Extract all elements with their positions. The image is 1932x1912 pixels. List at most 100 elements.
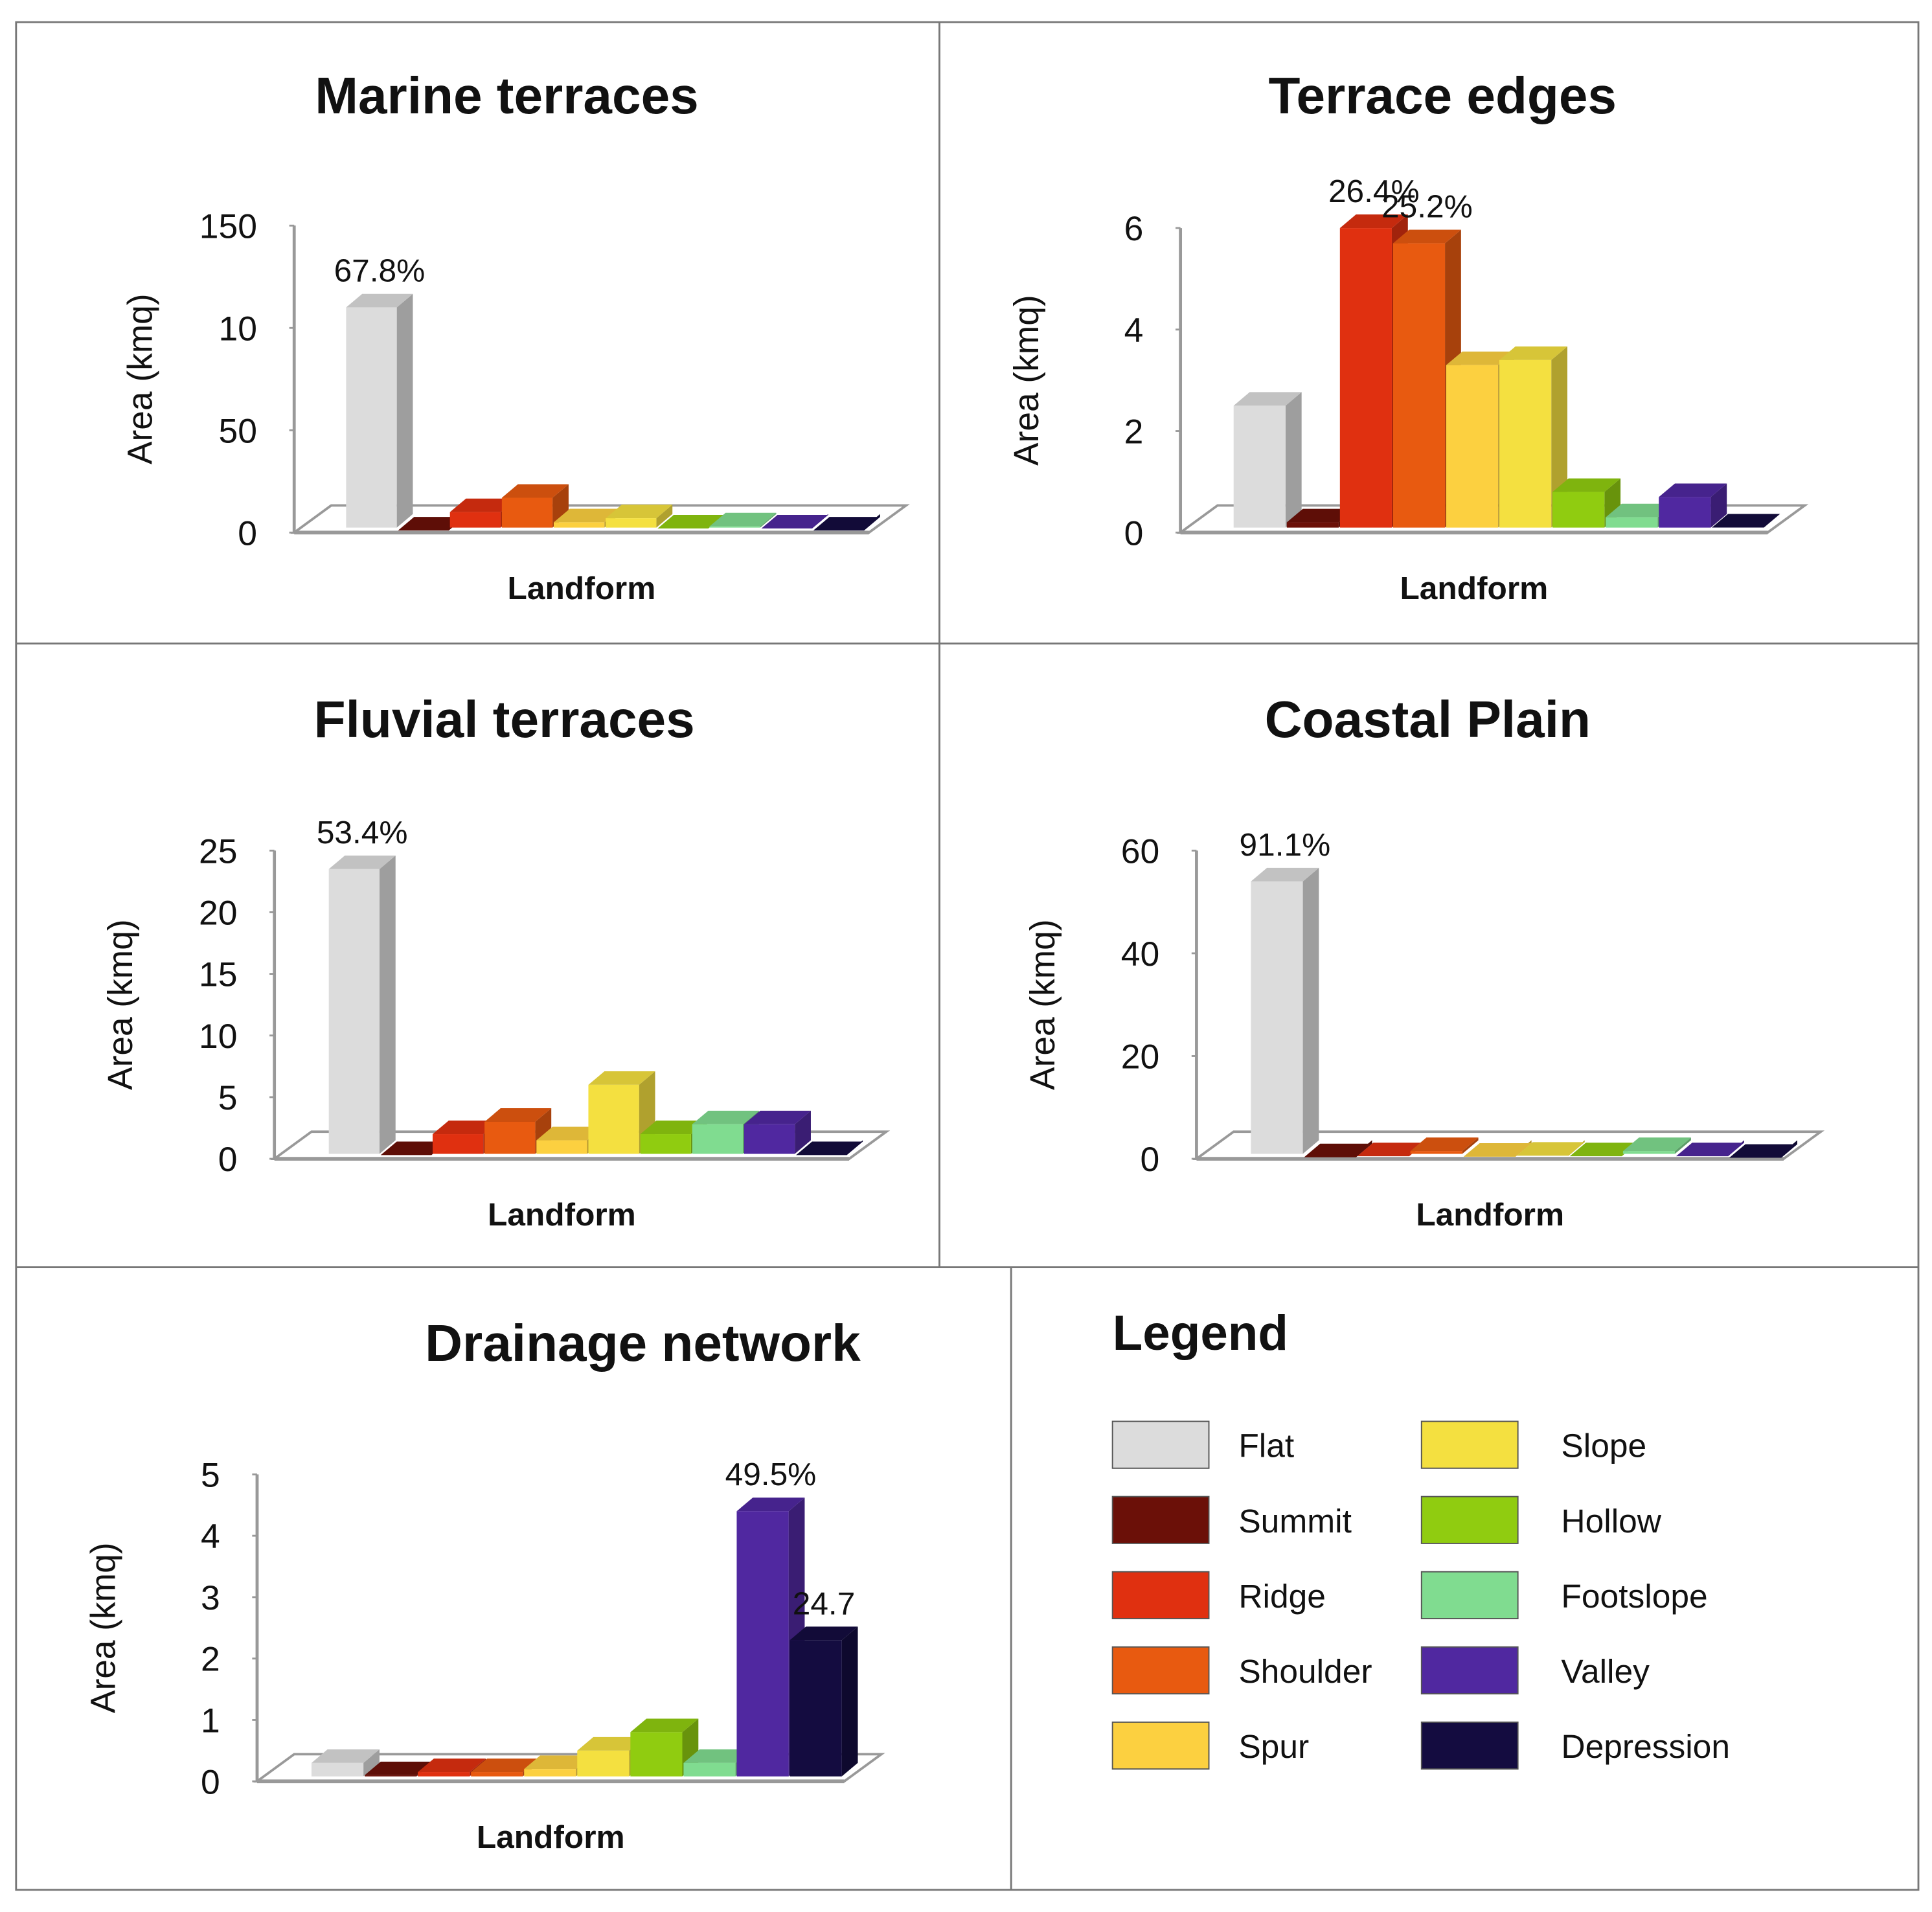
bar <box>736 1511 789 1777</box>
bar <box>311 1762 364 1777</box>
bar <box>606 518 657 528</box>
bar-top <box>1251 867 1319 882</box>
bar-top <box>588 1071 655 1085</box>
bar-top <box>1516 1142 1585 1156</box>
bar-top <box>761 514 828 529</box>
bar-top <box>1463 1143 1532 1157</box>
legend-label: Valley <box>1561 1652 1650 1690</box>
bar <box>1446 365 1499 528</box>
chart-title: Terrace edges <box>1268 67 1617 124</box>
bar-top <box>365 1761 433 1775</box>
y-tick-label: 4 <box>201 1518 220 1556</box>
legend-swatch <box>1111 1721 1210 1770</box>
bar-side <box>760 512 777 528</box>
y-tick-label: 3 <box>201 1579 220 1617</box>
bar-top <box>640 1121 707 1135</box>
bar-top <box>813 517 880 531</box>
bar-top <box>380 1141 448 1155</box>
bar <box>418 1772 470 1777</box>
bar-side <box>396 293 413 528</box>
bar <box>449 512 501 528</box>
chart-title: Drainage network <box>425 1314 861 1372</box>
bar-top <box>432 1121 500 1135</box>
y-tick-label: 10 <box>199 1018 237 1056</box>
bar <box>1286 522 1339 528</box>
bar-top <box>398 517 465 531</box>
bar <box>630 1732 683 1777</box>
bar <box>1410 1151 1462 1154</box>
bar <box>1392 243 1446 528</box>
bar-top <box>1622 1137 1691 1152</box>
bar-side <box>795 1110 811 1154</box>
x-axis-label: Landform <box>1400 570 1549 606</box>
bar <box>1233 405 1286 528</box>
y-axis-label: Area (kmq) <box>122 293 160 464</box>
y-tick-label: 50 <box>219 412 257 450</box>
bar <box>790 1640 842 1777</box>
bar <box>346 307 397 528</box>
bar-top <box>311 1749 380 1763</box>
y-tick-label: 1 <box>201 1702 220 1740</box>
bar <box>709 526 760 528</box>
annotation: 25.2% <box>1381 188 1473 225</box>
y-tick-label: 20 <box>1121 1038 1159 1076</box>
bar-top <box>524 1755 593 1770</box>
bar-side <box>379 855 396 1154</box>
bar-side <box>656 505 673 528</box>
bar-top <box>1304 1143 1372 1157</box>
bar-top <box>328 855 396 869</box>
y-tick-label: 60 <box>1121 832 1159 871</box>
bar <box>1606 517 1658 528</box>
y-axis-label: Area (kmq) <box>102 919 140 1090</box>
bar-side <box>1764 514 1780 528</box>
y-tick-label: 0 <box>201 1763 220 1801</box>
bar-top <box>1729 1144 1797 1158</box>
y-tick-label: 150 <box>199 207 257 245</box>
bar <box>588 1084 639 1154</box>
bar-top <box>606 505 673 519</box>
bar-side <box>1551 346 1567 528</box>
y-tick-label: 20 <box>199 894 237 933</box>
y-tick-label: 2 <box>201 1641 220 1679</box>
bar-top <box>1357 1143 1426 1157</box>
legend-label: Footslope <box>1561 1577 1707 1615</box>
bar-top <box>736 1497 805 1512</box>
bar-top <box>501 484 569 498</box>
legend-title: Legend <box>1113 1306 1288 1361</box>
annotation: 67.8% <box>334 253 426 289</box>
bar-top <box>346 293 413 308</box>
x-axis-label: Landform <box>1416 1196 1564 1233</box>
y-tick-label: 2 <box>1124 413 1144 451</box>
bar <box>1552 492 1605 528</box>
bar-top <box>796 1141 863 1155</box>
legend-swatch <box>1111 1646 1210 1695</box>
legend-label: Hollow <box>1561 1502 1661 1540</box>
bar-top <box>536 1126 604 1141</box>
legend-label: Spur <box>1238 1727 1309 1765</box>
chart-title: Fluvial terraces <box>314 690 695 748</box>
bar <box>328 869 380 1154</box>
bar-side <box>1302 867 1319 1154</box>
annotation: 49.5% <box>725 1456 817 1492</box>
legend-swatch <box>1420 1420 1519 1469</box>
bar <box>1251 881 1303 1154</box>
legend-swatch <box>1420 1646 1519 1695</box>
bar <box>692 1124 744 1154</box>
legend-label: Depression <box>1561 1727 1730 1765</box>
y-tick-label: 10 <box>219 310 257 348</box>
legend-swatch <box>1111 1496 1210 1544</box>
bar-top <box>418 1758 486 1773</box>
bar <box>683 1762 736 1777</box>
bar <box>1659 497 1711 528</box>
legend-swatch <box>1111 1420 1210 1469</box>
y-tick-label: 5 <box>218 1079 238 1117</box>
bar <box>1499 359 1552 528</box>
bar-top <box>1606 503 1674 518</box>
bar-top <box>484 1108 552 1122</box>
bar-top <box>1233 392 1302 406</box>
bar-top <box>630 1718 699 1733</box>
legend-swatch <box>1111 1571 1210 1619</box>
bar-top <box>1659 483 1727 497</box>
annotation: 24.7 <box>793 1585 856 1621</box>
bar <box>501 497 553 528</box>
